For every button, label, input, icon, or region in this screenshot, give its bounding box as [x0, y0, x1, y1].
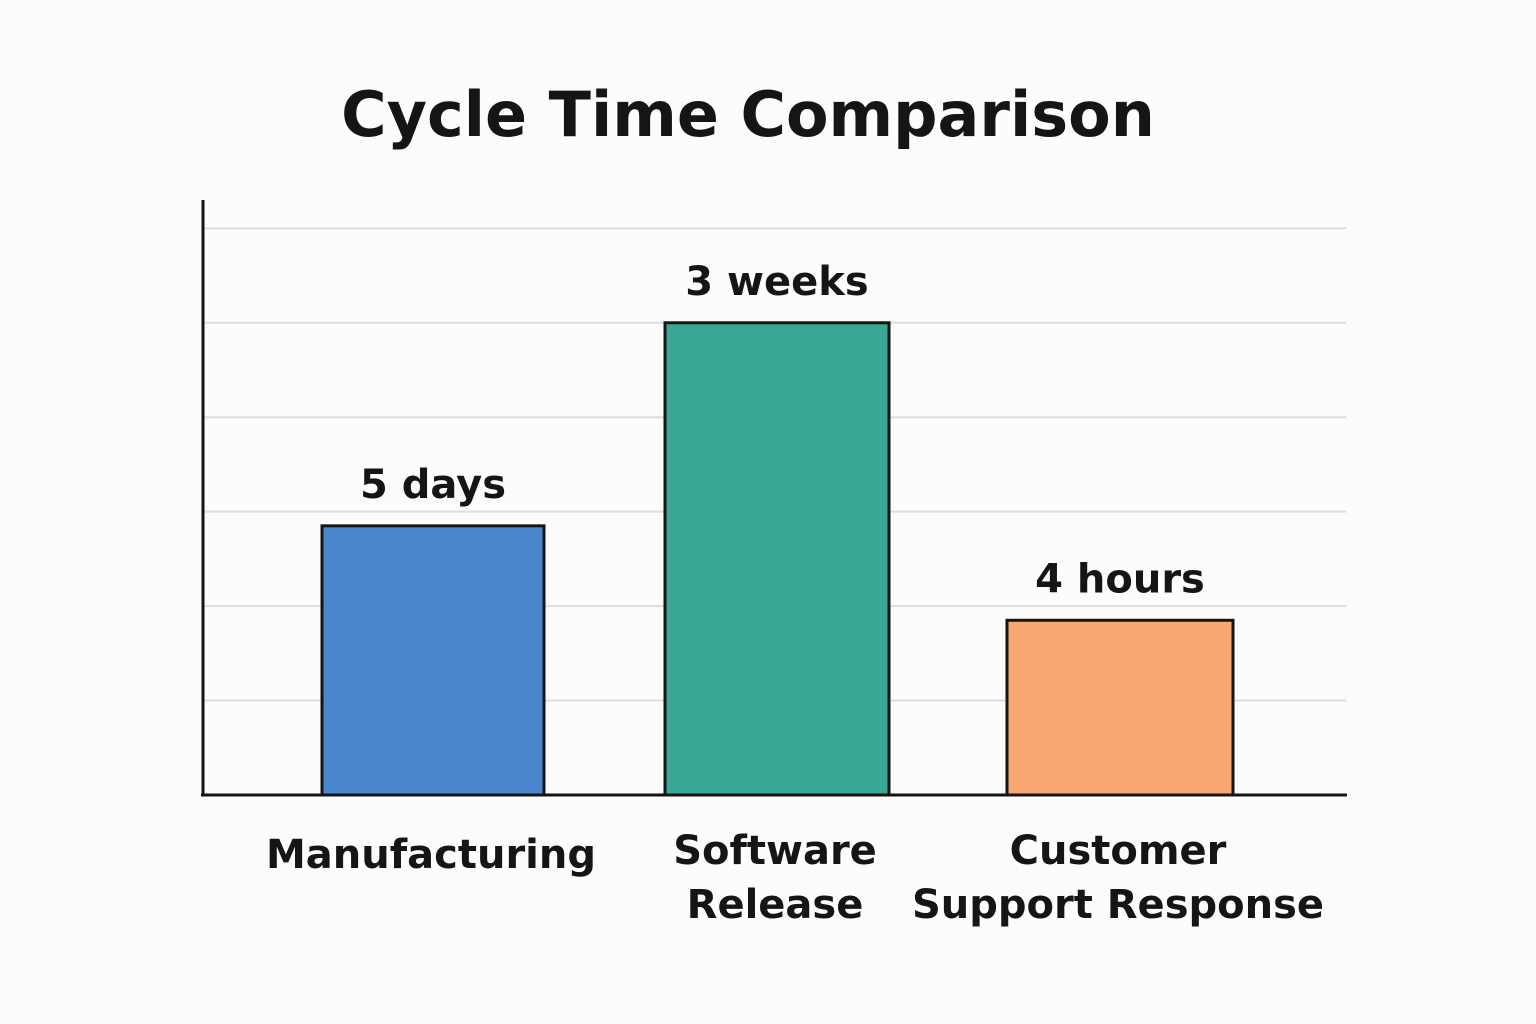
- value-labels: 5 days 3 weeks 4 hours: [360, 259, 1205, 603]
- value-label: 4 hours: [1035, 556, 1205, 602]
- bar: [320, 524, 546, 797]
- bars: [320, 321, 1235, 797]
- category-label: Release: [687, 882, 864, 928]
- bar: [1005, 618, 1235, 797]
- category-label: Customer: [1010, 828, 1227, 874]
- value-label: 3 weeks: [685, 259, 868, 305]
- category-label: Software: [673, 828, 877, 874]
- category-label: Support Response: [912, 882, 1324, 928]
- category-label: Manufacturing: [266, 832, 596, 878]
- category-labels: Manufacturing Software Release Customer Supp…: [266, 828, 1324, 928]
- chart-title: Cycle Time Comparison: [341, 78, 1155, 151]
- bar: [663, 321, 891, 797]
- value-label: 5 days: [360, 462, 506, 508]
